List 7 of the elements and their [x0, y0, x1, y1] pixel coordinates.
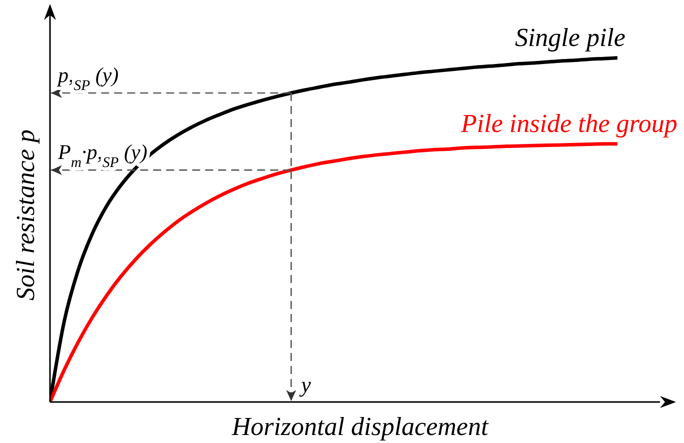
ref-line-label: p,$_{SP}$ (y) — [56, 62, 119, 94]
series-label: Single pile — [514, 22, 626, 52]
x-axis-title: Horizontal displacement — [230, 412, 489, 441]
y-axis-title: Soil resistance p — [11, 130, 40, 300]
annotation: y — [299, 372, 312, 397]
ref-line-label: P$_{m}$·p,$_{SP}$ (y) — [57, 140, 148, 172]
series-label: Pile inside the group — [460, 108, 678, 138]
